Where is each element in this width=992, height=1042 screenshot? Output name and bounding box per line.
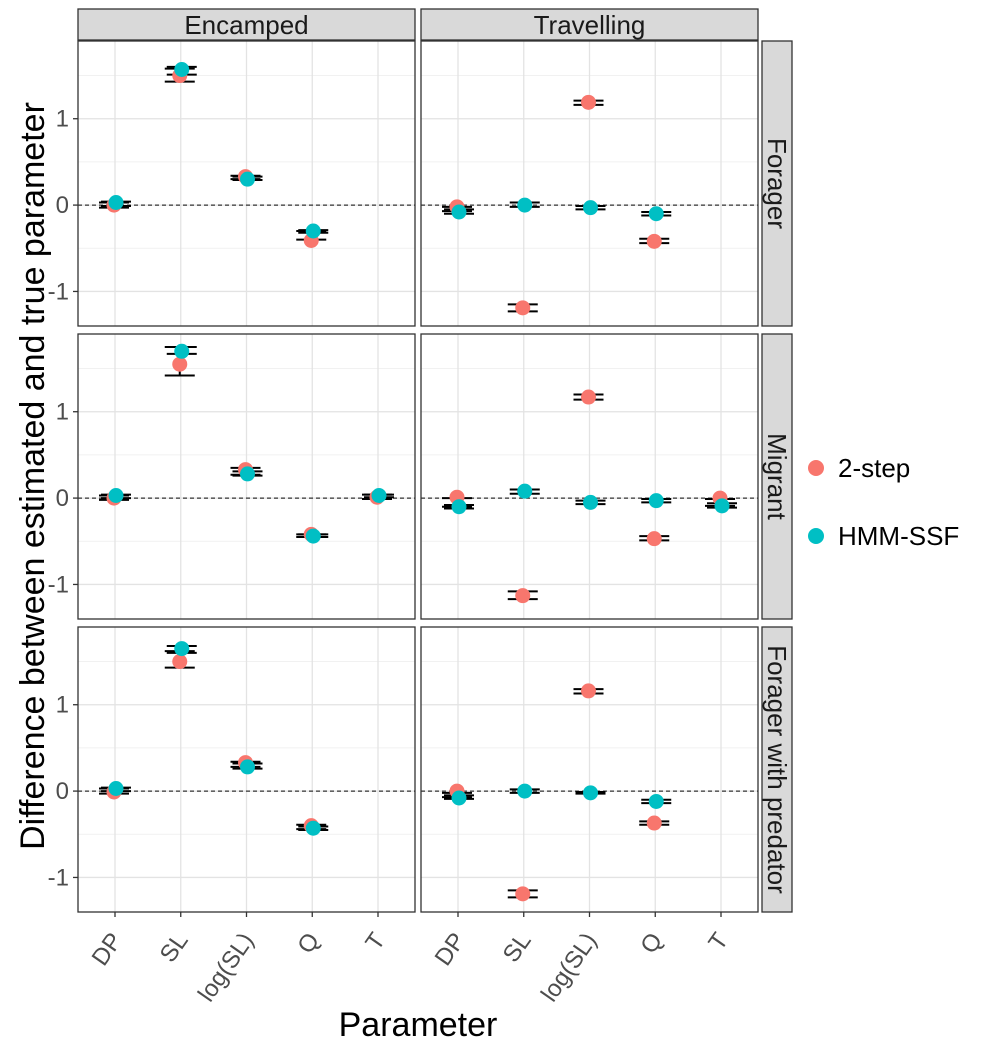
panel-border-forager-travelling: [420, 40, 759, 327]
y-tick-label: -1: [48, 864, 69, 891]
point-2-step-sl: [515, 886, 531, 902]
x-tick-label-dp: DP: [87, 928, 128, 971]
panel-border-migrant-encamped: [77, 333, 416, 620]
row-strip-forager: [761, 40, 793, 327]
point-hmm-ssf-dp: [108, 781, 124, 796]
x-tick-label-q: Q: [635, 928, 668, 959]
point-hmm-ssf-sl: [174, 62, 190, 77]
x-axes: DP SL log(SL) Q T DP SL log(SL) Q T: [87, 912, 734, 1007]
point-hmm-ssf-log-sl: [583, 785, 598, 801]
point-hmm-ssf-dp: [108, 488, 124, 503]
y-tick-label: -1: [48, 571, 69, 598]
x-tick-label-dp: DP: [430, 928, 471, 971]
y-axes: -1 0 1 -1 0 1 -1 0 1: [48, 106, 78, 891]
point-hmm-ssf-dp: [451, 499, 467, 515]
point-hmm-ssf-sl: [174, 343, 190, 359]
point-2-step-q: [646, 815, 662, 831]
point-hmm-ssf-dp: [108, 195, 124, 210]
point-hmm-ssf-t: [714, 498, 730, 514]
legend-key-2-step: [808, 460, 824, 476]
point-hmm-ssf-sl: [517, 483, 533, 499]
y-axis-title: Difference between estimated and true pa…: [14, 102, 52, 850]
point-hmm-ssf-q: [305, 820, 321, 836]
y-tick-label: 0: [56, 192, 69, 219]
point-2-step-q: [646, 233, 662, 249]
point-hmm-ssf-log-sl: [583, 494, 598, 510]
point-2-step-sl: [172, 356, 188, 372]
legend-label-hmm-ssf: HMM-SSF: [838, 521, 959, 551]
data-marks: [99, 62, 737, 902]
point-hmm-ssf-log-sl: [240, 171, 255, 187]
y-tick-label: 0: [56, 778, 69, 805]
point-2-step-sl: [515, 588, 531, 604]
column-strip-label-encamped: Encamped: [184, 10, 308, 40]
panel-border-forager-encamped: [77, 40, 416, 327]
y-tick-label: 1: [56, 399, 69, 426]
point-2-step-log-sl: [581, 94, 596, 110]
point-hmm-ssf-q: [305, 528, 321, 544]
point-2-step-q: [646, 531, 662, 547]
facet-strips: Encamped Travelling Forager Migrant Forager …: [77, 8, 793, 913]
column-strip-travelling: [420, 8, 759, 41]
x-tick-label-t: T: [360, 928, 391, 956]
point-hmm-ssf-q: [648, 206, 664, 222]
point-hmm-ssf-log-sl: [240, 759, 255, 775]
column-strip-label-travelling: Travelling: [534, 10, 646, 40]
legend: 2-step HMM-SSF: [808, 453, 959, 551]
point-hmm-ssf-sl: [517, 783, 533, 799]
x-tick-label-q: Q: [292, 928, 325, 959]
row-strip-forager-with-predator: [761, 626, 793, 913]
legend-key-hmm-ssf: [808, 528, 824, 544]
row-strip-migrant: [761, 333, 793, 620]
point-hmm-ssf-t: [371, 488, 387, 503]
x-tick-label-log-sl: log(SL): [193, 928, 259, 1007]
y-tick-label: 0: [56, 485, 69, 512]
point-hmm-ssf-sl: [517, 197, 533, 213]
legend-label-2-step: 2-step: [838, 453, 910, 483]
x-tick-label-t: T: [703, 928, 734, 956]
point-hmm-ssf-sl: [174, 641, 190, 657]
row-strip-label-forager: Forager: [762, 138, 792, 229]
row-strip-label-migrant: Migrant: [762, 433, 792, 520]
x-tick-label-log-sl: log(SL): [536, 928, 602, 1007]
y-tick-label: -1: [48, 278, 69, 305]
point-2-step-sl: [172, 654, 188, 670]
point-2-step-log-sl: [581, 683, 596, 699]
facet-panels: [77, 40, 759, 913]
y-tick-label: 1: [56, 692, 69, 719]
x-axis-title: Parameter: [339, 1006, 498, 1042]
point-hmm-ssf-q: [305, 223, 321, 239]
y-tick-label: 1: [56, 106, 69, 133]
row-strip-label-forager-with-predator: Forager with predator: [762, 645, 792, 894]
point-hmm-ssf-dp: [451, 204, 467, 220]
point-hmm-ssf-q: [648, 493, 664, 509]
point-hmm-ssf-dp: [451, 790, 467, 806]
point-2-step-log-sl: [581, 389, 596, 405]
point-hmm-ssf-q: [648, 793, 664, 809]
x-tick-label-sl: SL: [498, 928, 537, 968]
column-strip-encamped: [77, 8, 416, 41]
point-hmm-ssf-log-sl: [583, 200, 598, 216]
point-hmm-ssf-log-sl: [240, 466, 255, 482]
point-2-step-sl: [515, 300, 531, 316]
panel-border-migrant-travelling: [420, 333, 759, 620]
x-tick-label-sl: SL: [155, 928, 194, 968]
